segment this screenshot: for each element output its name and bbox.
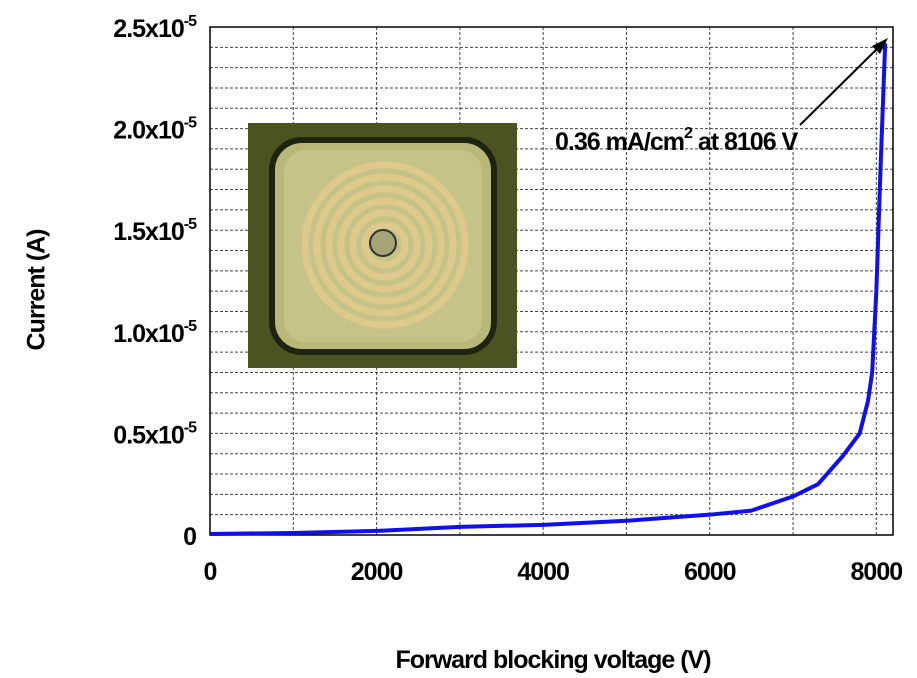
- y-tick-mantissa: 1.5x10: [113, 218, 184, 246]
- inset-photo: [248, 123, 517, 368]
- y-tick-mantissa: 1.0x10: [113, 320, 184, 348]
- x-tick-label: 2000: [351, 558, 403, 586]
- y-tick-label: 0: [183, 523, 196, 551]
- y-tick-mantissa: 2.5x10: [113, 15, 184, 43]
- y-tick-label: 1.0x10-5: [113, 318, 197, 348]
- chart: Current (A) Forward blocking voltage (V)…: [0, 0, 917, 678]
- x-tick-label: 4000: [517, 558, 569, 586]
- y-tick-label: 0.5x10-5: [113, 419, 197, 449]
- y-tick-exponent: -5: [184, 115, 197, 132]
- y-tick-exponent: -5: [184, 13, 197, 30]
- annotation-arrow: [800, 42, 884, 125]
- center-pad: [370, 230, 396, 256]
- page: Current (A) Forward blocking voltage (V)…: [0, 0, 917, 678]
- y-tick-exponent: -5: [184, 318, 197, 335]
- annotation-text: 0.36 mA/cm: [555, 128, 684, 156]
- y-tick-label: 2.5x10-5: [113, 13, 197, 43]
- x-tick-label: 0: [204, 558, 217, 586]
- y-axis-label: Current (A): [23, 229, 51, 351]
- y-tick-exponent: -5: [184, 419, 197, 436]
- annotation-text-after: at 8106 V: [692, 128, 799, 156]
- y-tick-mantissa: 0.5x10: [113, 421, 184, 449]
- x-tick-label: 6000: [684, 558, 736, 586]
- annotation: 0.36 mA/cm2 at 8106 V: [555, 125, 799, 156]
- y-tick-exponent: -5: [184, 216, 197, 233]
- y-tick-label: 2.0x10-5: [113, 115, 197, 145]
- y-tick-label: 1.5x10-5: [113, 216, 197, 246]
- x-axis-label: Forward blocking voltage (V): [395, 646, 711, 674]
- y-tick-mantissa: 2.0x10: [113, 117, 184, 145]
- x-tick-label: 8000: [851, 558, 903, 586]
